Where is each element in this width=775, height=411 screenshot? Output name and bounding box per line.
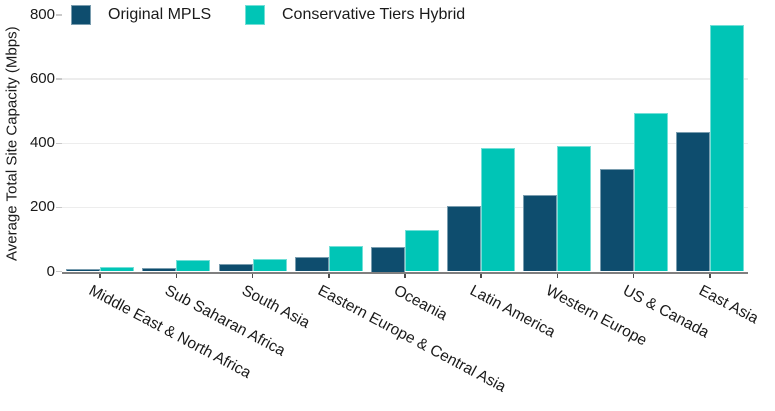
- bar-original-mpls-8: [599, 168, 634, 272]
- bar-conservative-tiers-hybrid-1: [100, 266, 135, 272]
- x-tick-1: [99, 273, 101, 278]
- bar-original-mpls-3: [218, 263, 253, 272]
- bar-conservative-tiers-hybrid-6: [481, 148, 516, 272]
- gridline-600: [62, 78, 748, 80]
- x-label-5: Oceania: [391, 282, 450, 325]
- x-axis-line: [62, 271, 748, 274]
- x-tick-9: [709, 273, 711, 278]
- y-tick-200: [56, 206, 62, 209]
- y-tick-400: [56, 142, 62, 144]
- bar-conservative-tiers-hybrid-5: [405, 230, 439, 272]
- y-tick-label-400: 400: [29, 134, 55, 152]
- x-label-9: East Asia: [695, 282, 761, 328]
- x-label-6: Latin America: [467, 282, 559, 342]
- x-tick-2: [175, 273, 178, 278]
- bar-original-mpls-5: [371, 247, 405, 272]
- legend-swatch-conservative-tiers-hybrid: [245, 5, 265, 25]
- legend-label-original-mpls: Original MPLS: [108, 6, 212, 23]
- x-tick-6: [480, 273, 482, 278]
- legend-label-conservative-tiers-hybrid: Conservative Tiers Hybrid: [282, 6, 466, 23]
- legend-item-original-mpls: Original MPLS: [71, 5, 211, 25]
- bar-original-mpls-7: [523, 194, 558, 272]
- x-tick-8: [632, 273, 635, 278]
- gridline-200: [62, 206, 748, 209]
- bar-original-mpls-9: [675, 132, 710, 272]
- x-tick-4: [328, 273, 330, 278]
- x-tick-7: [556, 273, 559, 278]
- bar-conservative-tiers-hybrid-3: [252, 259, 287, 272]
- legend-swatch-original-mpls: [71, 5, 91, 25]
- bar-original-mpls-6: [447, 205, 482, 272]
- y-tick-600: [56, 78, 62, 80]
- bar-original-mpls-2: [142, 267, 177, 272]
- bar-conservative-tiers-hybrid-9: [709, 24, 744, 272]
- x-tick-5: [404, 273, 406, 278]
- y-tick-800: [56, 14, 62, 16]
- y-tick-label-600: 600: [29, 70, 55, 88]
- bar-conservative-tiers-hybrid-8: [633, 112, 668, 272]
- legend-item-conservative-tiers-hybrid: Conservative Tiers Hybrid: [245, 5, 465, 25]
- gridline-400: [62, 142, 748, 144]
- y-tick-0: [56, 270, 62, 273]
- bar-original-mpls-1: [66, 268, 101, 272]
- y-tick-label-200: 200: [29, 198, 55, 216]
- bar-conservative-tiers-hybrid-7: [557, 146, 592, 272]
- x-tick-3: [251, 273, 254, 278]
- bar-conservative-tiers-hybrid-2: [176, 259, 211, 272]
- bar-original-mpls-4: [294, 257, 329, 272]
- bar-conservative-tiers-hybrid-4: [328, 246, 363, 272]
- y-tick-label-800: 800: [29, 6, 55, 23]
- y-tick-label-0: 0: [46, 262, 55, 280]
